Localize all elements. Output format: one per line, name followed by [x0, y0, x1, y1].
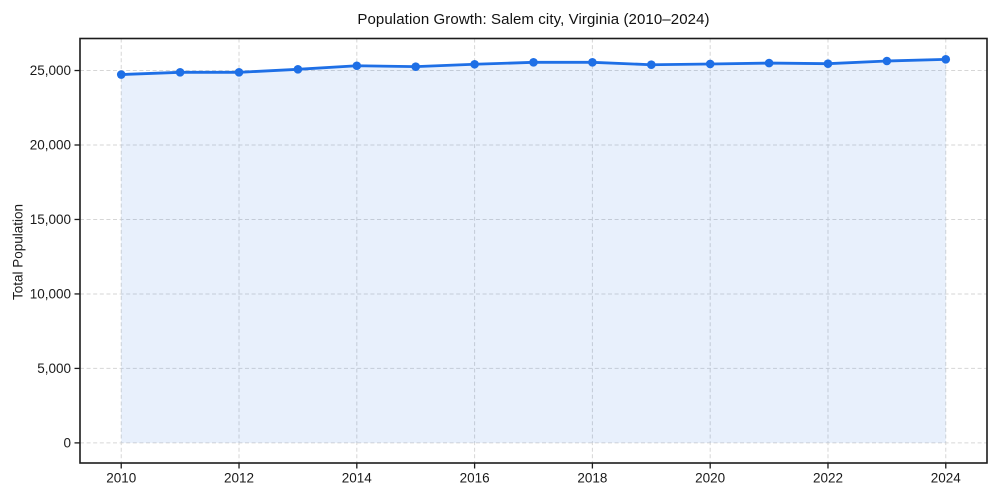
- y-tick-label: 0: [63, 435, 71, 450]
- x-tick-label: 2022: [813, 471, 843, 486]
- x-tick-label: 2018: [577, 471, 607, 486]
- data-point: [293, 65, 303, 74]
- plot-border: [79, 37, 988, 464]
- data-point: [941, 55, 951, 64]
- data-point: [882, 56, 892, 66]
- data-point: [823, 59, 833, 68]
- data-point: [646, 60, 656, 70]
- data-point: [411, 62, 421, 71]
- data-point: [234, 68, 244, 77]
- x-tick-label: 2012: [224, 471, 254, 486]
- x-tick-label: 2016: [460, 471, 490, 486]
- y-tick-label: 25,000: [30, 63, 71, 78]
- data-point: [352, 61, 362, 71]
- data-point: [470, 59, 479, 69]
- x-tick-label: 2024: [931, 471, 962, 486]
- chart-title: Population Growth: Salem city, Virginia …: [357, 11, 710, 28]
- y-tick-label: 10,000: [30, 286, 71, 301]
- x-tick-label: 2020: [695, 471, 725, 486]
- data-point: [529, 58, 538, 67]
- x-tick-label: 2014: [342, 471, 373, 486]
- data-point: [588, 58, 597, 67]
- y-tick-label: 20,000: [30, 137, 71, 152]
- x-tick-label: 2010: [106, 471, 136, 486]
- area-fill: [121, 59, 946, 443]
- y-tick-label: 15,000: [30, 212, 71, 227]
- data-point: [116, 70, 126, 79]
- data-point: [705, 59, 715, 69]
- y-tick-label: 5,000: [37, 361, 71, 376]
- data-point: [175, 68, 185, 77]
- data-point: [764, 58, 774, 68]
